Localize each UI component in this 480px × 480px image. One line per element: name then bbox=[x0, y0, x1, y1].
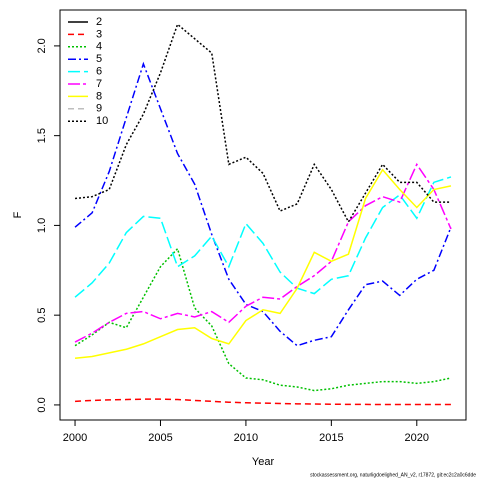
x-tick-label: 2005 bbox=[148, 432, 172, 444]
y-tick-label: 0.0 bbox=[36, 397, 48, 412]
legend-label: 9 bbox=[96, 103, 102, 115]
legend-label: 3 bbox=[96, 28, 102, 40]
legend-label: 7 bbox=[96, 78, 102, 90]
legend-label: 5 bbox=[96, 53, 102, 65]
footer: stockassessment.org, naturligdoelighed_A… bbox=[310, 472, 476, 478]
series-line bbox=[74, 168, 452, 359]
series-line bbox=[74, 398, 451, 406]
legend-label: 2 bbox=[96, 16, 102, 28]
series-line bbox=[74, 162, 452, 343]
legend-label: 6 bbox=[96, 66, 102, 78]
legend-label: 4 bbox=[96, 41, 102, 53]
y-tick-label: 0.5 bbox=[36, 308, 48, 323]
x-tick-label: 2010 bbox=[234, 432, 258, 444]
legend-label: 10 bbox=[96, 115, 108, 127]
x-tick-label: 2015 bbox=[319, 432, 343, 444]
x-axis-label: Year bbox=[252, 456, 275, 468]
x-tick-label: 2000 bbox=[63, 432, 87, 444]
plot-box bbox=[59, 9, 467, 421]
legend-label: 8 bbox=[96, 90, 102, 102]
series-line bbox=[74, 247, 452, 392]
y-tick-label: 1.5 bbox=[36, 128, 48, 143]
series-line bbox=[74, 176, 452, 298]
y-tick-label: 2.0 bbox=[36, 38, 48, 53]
y-tick-label: 1.0 bbox=[36, 218, 48, 233]
series-line bbox=[74, 61, 452, 347]
series-line bbox=[74, 23, 451, 224]
y-axis-label: F bbox=[12, 211, 24, 218]
x-tick-label: 2020 bbox=[405, 432, 429, 444]
